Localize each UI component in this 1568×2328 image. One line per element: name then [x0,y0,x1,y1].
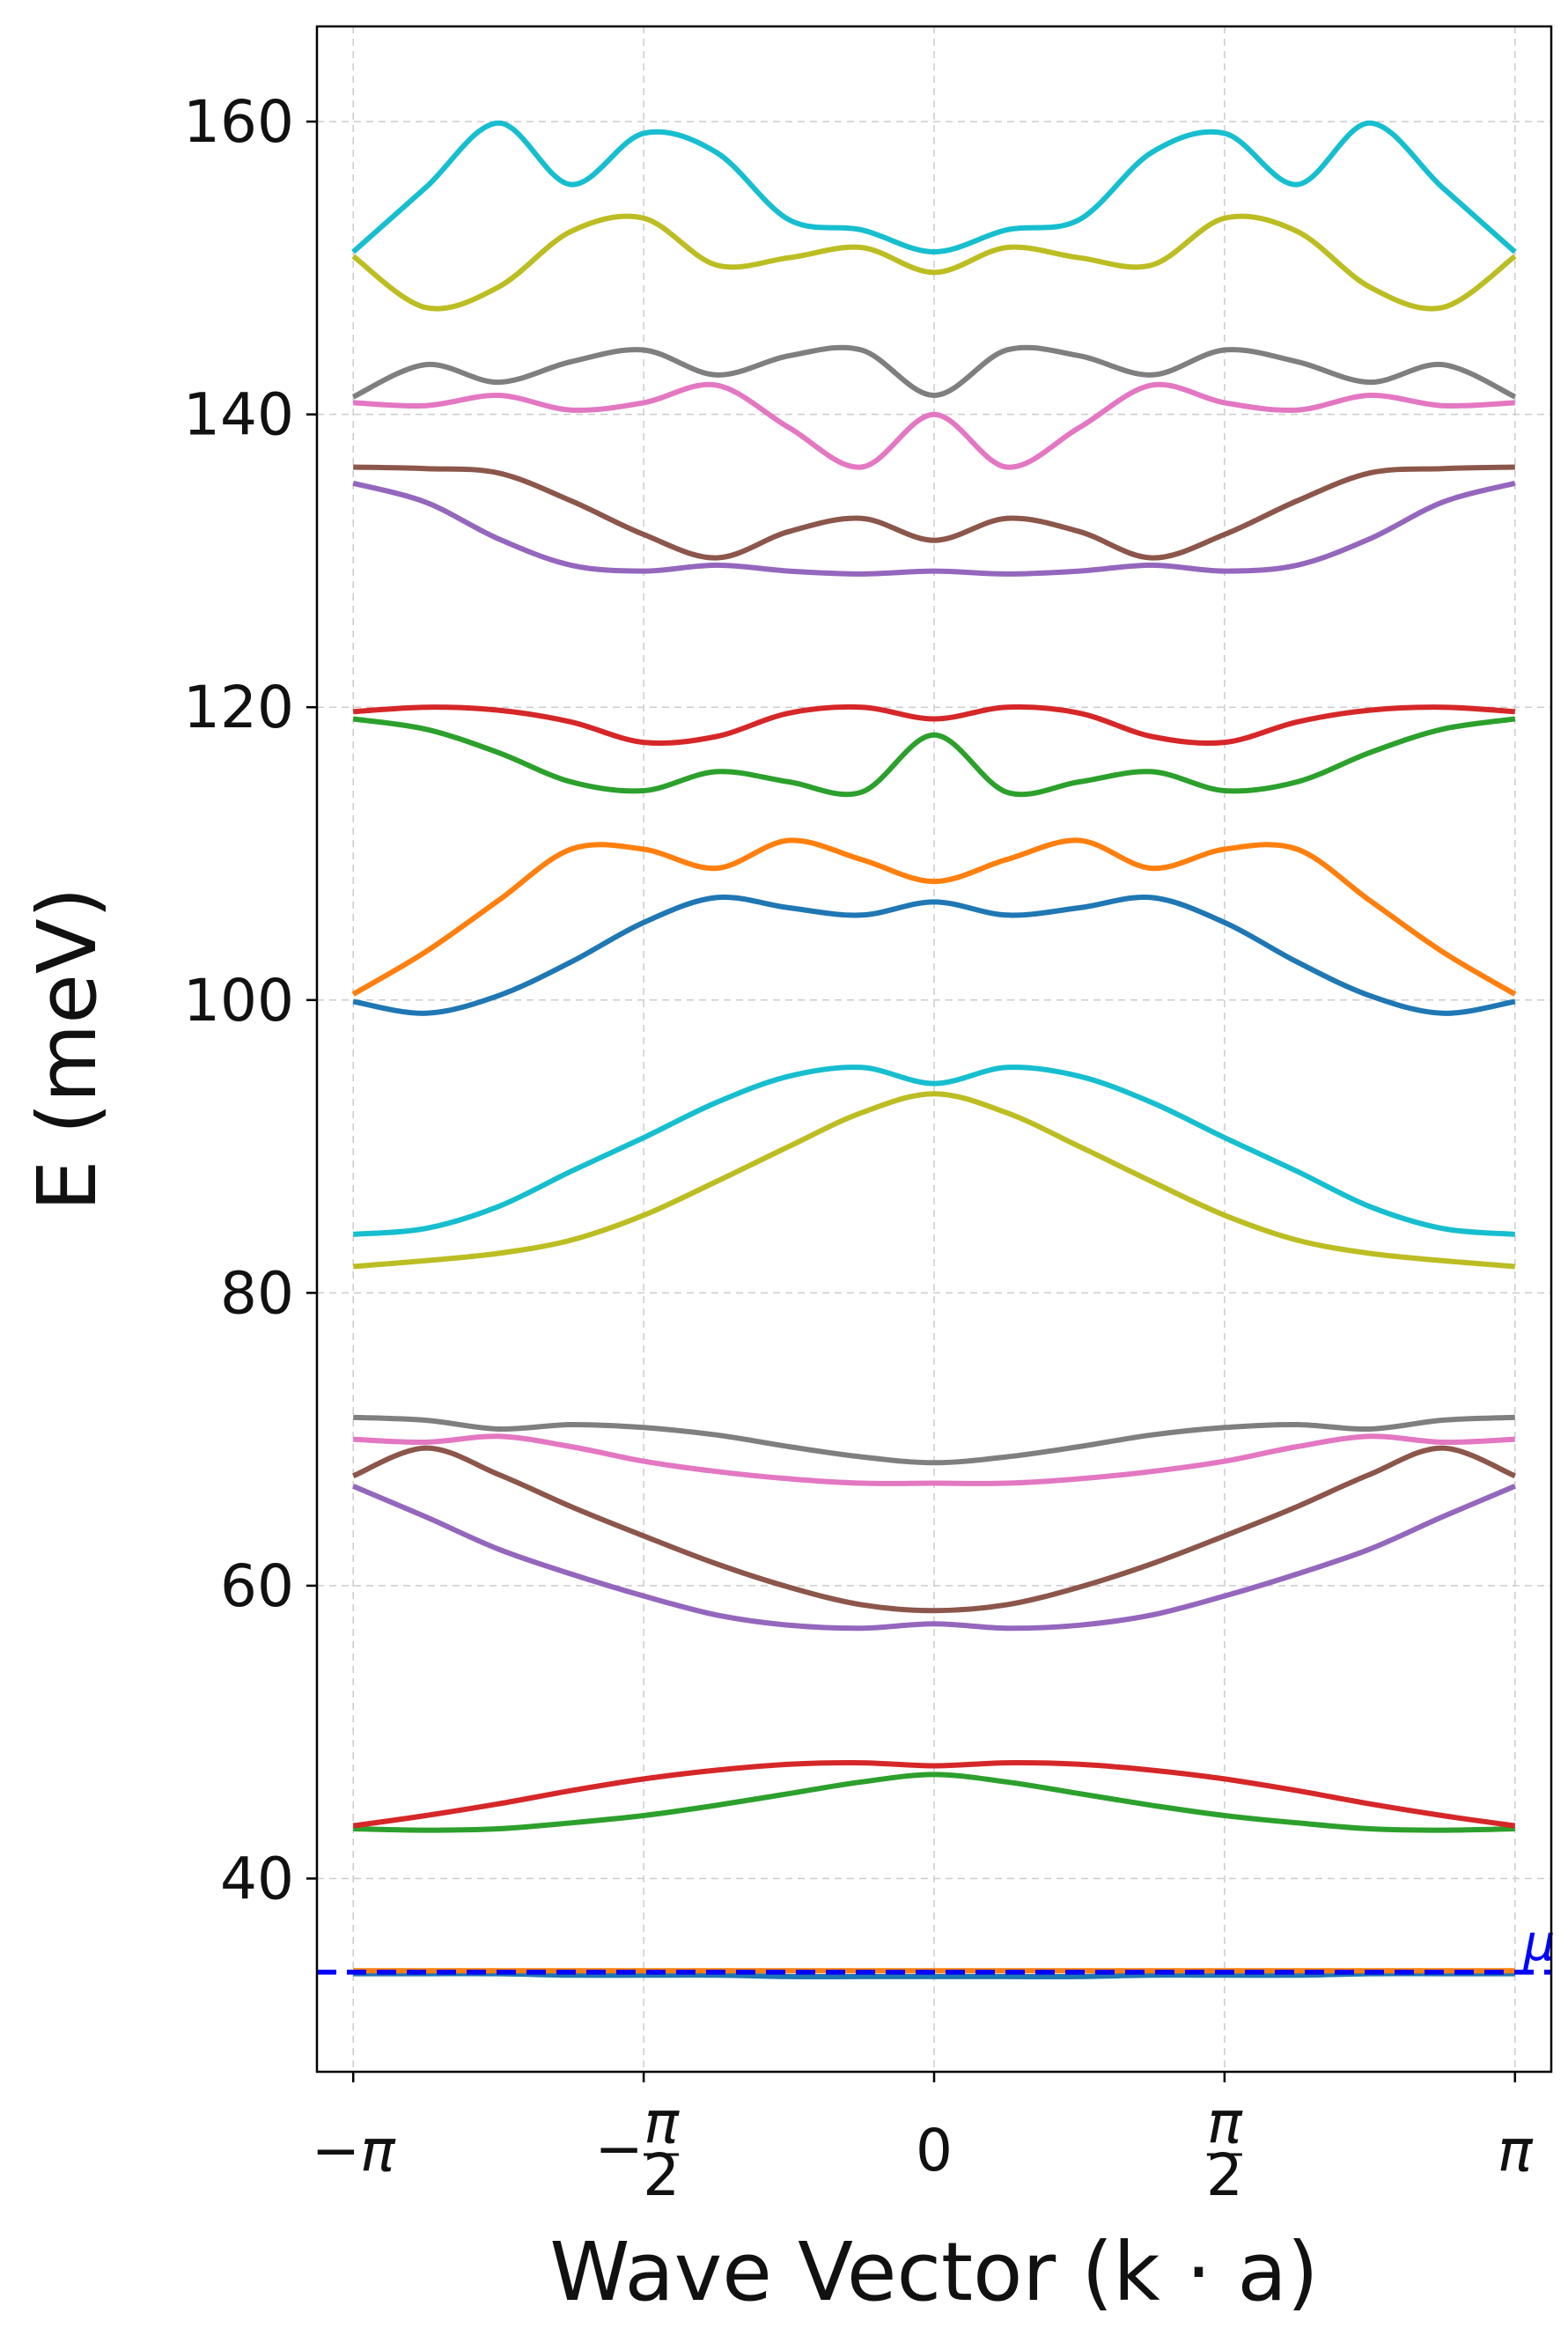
x-axis-label: Wave Vector (k · a) [549,2225,1318,2319]
band-14-line [353,704,1515,747]
band-8-line [353,1414,1515,1466]
svg-text:π: π [1207,2089,1243,2156]
band-1-line [353,1971,1515,1980]
band-16-line [353,464,1515,561]
band-11-line [352,894,1516,1016]
y-tick-label: 100 [183,967,294,1035]
band-17-line [353,381,1515,470]
band-19-line [351,213,1517,312]
band-9-line [352,1091,1516,1270]
band-20-line [351,120,1517,255]
band-18-line [351,344,1517,400]
y-tick-label: 80 [220,1259,294,1327]
y-tick-label: 60 [220,1552,294,1620]
band-13-line [352,716,1516,798]
svg-text:2: 2 [643,2141,680,2209]
mu-label: μ [1523,1915,1556,1972]
chemical-potential: μ [317,1915,1556,1975]
x-tick-label: − π2 [594,2089,680,2209]
band-15-line [352,480,1516,577]
x-tick-label: π [1498,2117,1534,2184]
y-tick-label: 120 [183,674,294,741]
x-tick-label: −π [312,2117,396,2184]
band-6-line [352,1445,1516,1614]
band-5-line [352,1484,1516,1632]
x-tick-label: π2 [1206,2089,1243,2209]
band-12-line [351,837,1517,997]
svg-text:2: 2 [1206,2141,1243,2209]
band-10-line [352,1065,1516,1237]
svg-text:π: π [644,2089,680,2156]
svg-text:−: − [594,2115,643,2183]
x-tick-label: 0 [916,2117,953,2184]
band-3-line [353,1772,1515,1833]
grid [317,26,1551,2072]
band-7-line [353,1433,1515,1486]
y-tick-label: 160 [183,88,294,156]
y-tick-label: 140 [183,381,294,449]
y-tick-label: 40 [220,1845,294,1913]
band-4-line [352,1760,1516,1829]
y-axis-label: E (meV) [20,887,114,1211]
